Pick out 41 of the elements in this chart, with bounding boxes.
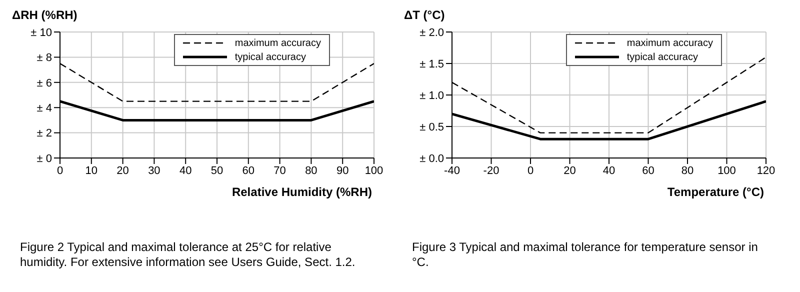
y-tick-label: ± 0 bbox=[36, 152, 52, 165]
x-tick-label: 60 bbox=[242, 164, 255, 177]
x-tick-label: -20 bbox=[483, 164, 500, 177]
y-tick-label: ± 4 bbox=[36, 102, 52, 115]
x-tick-label: 90 bbox=[336, 164, 349, 177]
x-axis-title: Temperature (°C) bbox=[667, 185, 764, 199]
legend-label: typical accuracy bbox=[234, 52, 306, 62]
x-tick-label: 20 bbox=[564, 164, 576, 177]
x-tick-label: 60 bbox=[642, 164, 654, 177]
x-tick-label: 100 bbox=[364, 164, 384, 177]
x-axis-title: Relative Humidity (%RH) bbox=[232, 185, 372, 199]
x-tick-label: 0 bbox=[56, 164, 64, 177]
y-tick-label: ± 0.0 bbox=[420, 152, 444, 165]
y-tick-label: ± 10 bbox=[30, 26, 52, 39]
caption: Figure 3 Typical and maximal tolerance for temperature sensor in °C. bbox=[411, 240, 759, 270]
legend-label: maximum accuracy bbox=[234, 38, 321, 48]
x-tick-label: -40 bbox=[444, 164, 460, 177]
x-tick-label: 100 bbox=[718, 164, 736, 177]
y-tick-label: ± 0.5 bbox=[420, 121, 444, 134]
x-tick-label: 80 bbox=[305, 164, 318, 177]
x-tick-label: 80 bbox=[681, 164, 694, 177]
y-tick-label: ± 2.0 bbox=[420, 26, 444, 39]
x-tick-label: 20 bbox=[116, 164, 129, 177]
x-tick-label: 30 bbox=[148, 164, 160, 177]
caption: Figure 2 Typical and maximal tolerance at 25°C for relative humidity. For extensive information see Users Guide, Sect. 1.2. bbox=[19, 240, 356, 270]
y-axis-title: ΔRH (%RH) bbox=[11, 8, 78, 24]
y-tick-label: ± 1.5 bbox=[420, 58, 444, 70]
x-tick-label: 50 bbox=[210, 164, 224, 177]
legend-label: maximum accuracy bbox=[626, 38, 713, 48]
legend-label: typical accuracy bbox=[626, 52, 698, 62]
x-tick-label: 70 bbox=[274, 164, 286, 177]
x-tick-label: 0 bbox=[527, 164, 534, 177]
y-axis-title: ΔT (°C) bbox=[403, 8, 446, 24]
x-tick-label: 40 bbox=[179, 164, 192, 177]
y-tick-label: ± 2 bbox=[36, 128, 52, 140]
x-tick-label: 10 bbox=[85, 164, 98, 177]
x-tick-label: 40 bbox=[602, 164, 616, 177]
y-tick-label: ± 8 bbox=[36, 52, 52, 64]
y-tick-label: ± 6 bbox=[36, 77, 52, 90]
x-tick-label: 120 bbox=[756, 164, 776, 177]
y-tick-label: ± 1.0 bbox=[420, 90, 444, 102]
